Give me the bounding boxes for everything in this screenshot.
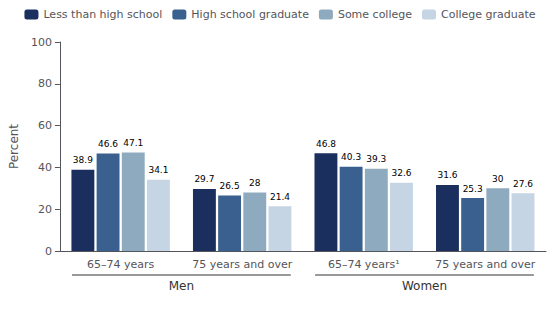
- svg-text:21.4: 21.4: [270, 192, 290, 202]
- svg-text:28: 28: [249, 178, 261, 188]
- svg-text:65–74 years: 65–74 years: [87, 258, 155, 271]
- svg-text:40.3: 40.3: [341, 152, 361, 162]
- svg-text:26.5: 26.5: [220, 181, 240, 191]
- svg-text:75 years and over: 75 years and over: [192, 258, 292, 271]
- svg-text:39.3: 39.3: [366, 154, 386, 164]
- svg-text:65–74 years¹: 65–74 years¹: [328, 258, 400, 271]
- svg-text:100: 100: [31, 36, 52, 49]
- svg-text:Men: Men: [169, 279, 194, 293]
- svg-text:College graduate: College graduate: [441, 8, 536, 21]
- svg-text:29.7: 29.7: [194, 174, 214, 184]
- svg-text:27.6: 27.6: [513, 179, 533, 189]
- svg-text:31.6: 31.6: [437, 170, 457, 180]
- svg-text:20: 20: [38, 203, 52, 216]
- svg-text:46.8: 46.8: [316, 139, 336, 149]
- svg-text:75 years and over: 75 years and over: [435, 258, 535, 271]
- svg-text:60: 60: [38, 119, 52, 132]
- svg-text:Women: Women: [402, 279, 447, 293]
- svg-text:High school graduate: High school graduate: [191, 8, 309, 21]
- svg-text:Less than high school: Less than high school: [43, 8, 162, 21]
- svg-text:38.9: 38.9: [73, 155, 93, 165]
- svg-text:Some college: Some college: [338, 8, 412, 21]
- svg-text:32.6: 32.6: [391, 168, 411, 178]
- svg-text:47.1: 47.1: [123, 138, 143, 148]
- svg-text:Percent: Percent: [7, 124, 21, 169]
- svg-text:0: 0: [45, 245, 52, 258]
- svg-text:30: 30: [492, 174, 504, 184]
- svg-text:80: 80: [38, 77, 52, 90]
- svg-text:34.1: 34.1: [148, 165, 168, 175]
- svg-text:46.6: 46.6: [98, 139, 118, 149]
- svg-text:25.3: 25.3: [463, 184, 483, 194]
- svg-text:40: 40: [38, 161, 52, 174]
